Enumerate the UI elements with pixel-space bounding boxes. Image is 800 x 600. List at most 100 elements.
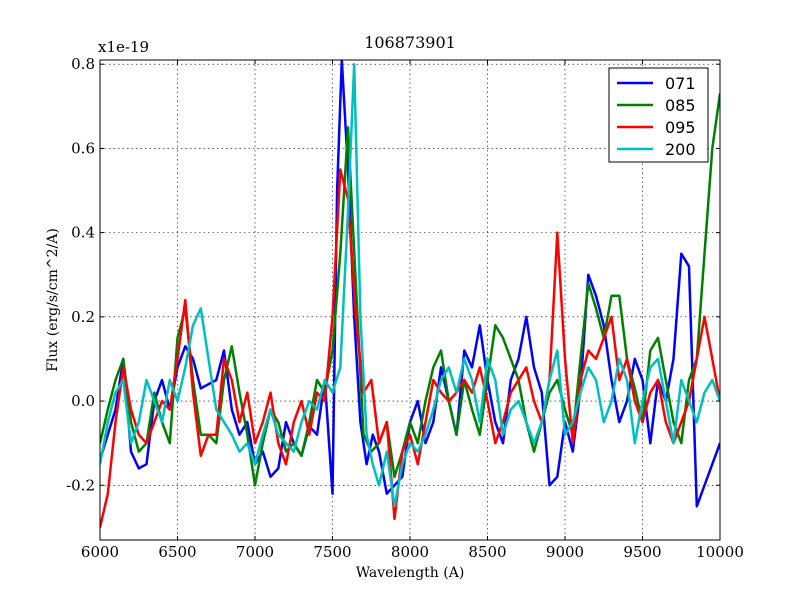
data-point-200 [641,400,644,402]
data-point-095 [494,442,497,445]
data-point-085 [223,379,225,381]
data-point-071 [385,492,388,495]
data-point-071 [199,387,202,390]
data-point-085 [478,433,481,436]
data-point-085 [509,358,512,360]
data-point-200 [571,421,574,423]
data-point-095 [370,379,373,381]
data-point-085 [440,349,442,352]
data-point-085 [215,442,218,445]
data-point-095 [215,433,218,436]
data-point-071 [548,484,551,487]
data-point-200 [246,442,249,445]
data-point-200 [703,391,706,394]
data-point-095 [168,408,171,411]
data-point-071 [223,349,225,352]
data-point-071 [432,421,435,423]
data-point-071 [471,366,473,369]
data-point-071 [711,463,714,466]
data-point-095 [533,400,535,402]
data-point-071 [277,467,280,470]
data-point-085 [556,379,559,381]
data-point-085 [230,345,233,348]
data-point-071 [688,265,690,268]
plot-area [100,60,720,529]
data-point-200 [533,442,535,445]
legend-label-095: 095 [665,118,696,137]
data-point-095 [246,391,249,394]
y-scale-label: x1e-19 [98,38,149,56]
data-point-095 [261,421,264,423]
data-point-095 [680,421,683,423]
data-point-200 [610,400,613,402]
data-point-095 [153,421,156,423]
data-point-085 [254,484,256,487]
chart-title: 106873901 [364,33,456,52]
y-tick-label: 0.2 [71,308,95,326]
data-point-200 [602,421,605,423]
data-point-200 [371,463,374,466]
data-point-071 [695,505,698,508]
axis-ticks: 6000 6500 7000 7500 8000 8500 9000 9500 10000 -0.… [66,55,744,561]
data-point-085 [564,408,566,411]
data-point-095 [145,442,148,445]
data-point-071 [331,492,334,495]
data-point-200 [548,379,551,381]
data-point-200 [137,421,140,423]
data-point-071 [626,400,628,402]
data-point-085 [153,391,156,394]
data-point-071 [680,252,683,255]
data-point-085 [114,379,117,381]
data-point-200 [347,210,349,213]
data-point-085 [316,379,318,381]
data-point-200 [447,366,450,369]
data-point-095 [223,358,225,360]
data-point-085 [657,337,659,339]
data-point-085 [416,442,419,445]
data-point-085 [246,433,249,436]
data-point-071 [525,315,528,318]
legend-label-071: 071 [665,74,696,93]
data-point-095 [106,492,109,495]
data-point-085 [168,442,171,445]
data-point-085 [672,421,675,423]
data-point-071 [215,379,218,381]
data-point-200 [525,421,528,423]
data-point-095 [463,379,466,381]
data-point-071 [424,442,427,445]
data-point-071 [641,379,644,381]
data-point-200 [269,408,272,411]
data-point-200 [672,442,675,445]
data-point-200 [168,379,171,381]
data-point-071 [610,379,613,381]
y-tick-label: -0.2 [66,476,95,494]
data-point-085 [106,408,109,411]
data-point-095 [285,463,287,466]
y-tick-label: 0.4 [71,224,95,242]
data-point-200 [455,391,458,394]
data-point-200 [432,408,435,411]
x-axis-label: Wavelength (A) [356,565,465,581]
data-point-095 [393,518,396,520]
data-point-095 [176,358,179,360]
data-point-085 [285,450,287,453]
data-point-200 [153,400,156,402]
data-point-095 [447,400,450,402]
data-point-095 [316,391,318,394]
data-point-200 [401,463,404,466]
data-point-095 [331,315,334,318]
data-point-095 [122,366,125,369]
data-point-200 [680,379,683,381]
data-point-200 [176,400,179,402]
data-point-200 [331,391,334,394]
data-point-200 [359,315,362,318]
data-point-200 [486,358,489,360]
data-point-085 [610,294,613,297]
data-point-095 [230,379,233,381]
data-point-085 [579,358,582,360]
data-point-095 [571,442,574,445]
data-point-200 [564,433,566,436]
data-point-071 [316,433,318,436]
data-point-071 [571,450,574,453]
data-point-071 [587,273,590,276]
